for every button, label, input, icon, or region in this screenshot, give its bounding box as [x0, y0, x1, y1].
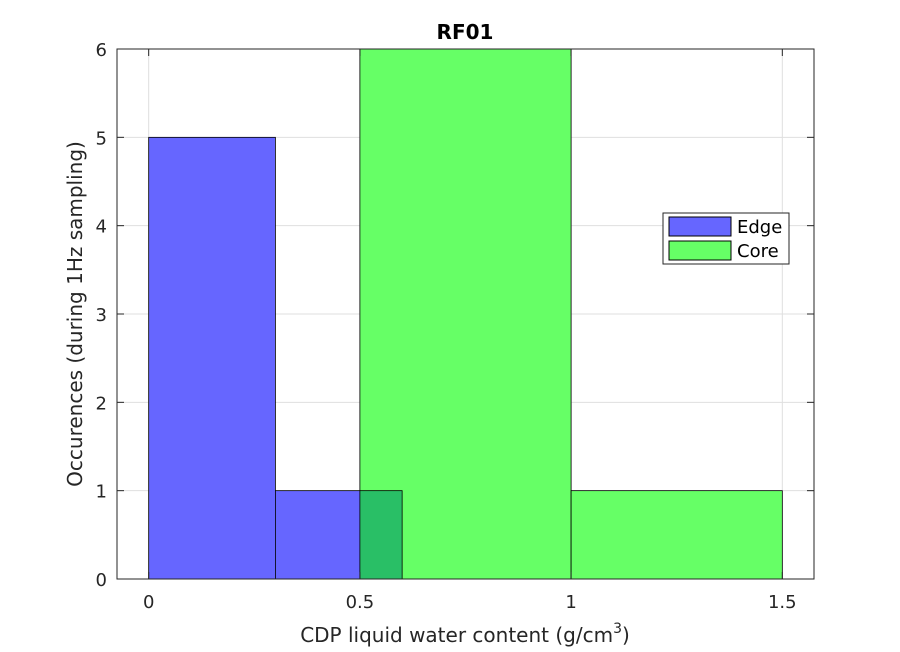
x-axis-label-main: CDP liquid water content (g/cm	[300, 623, 613, 647]
ticks: 0 0.5 1 1.5 0 1 2 3 4 5 6	[96, 40, 814, 613]
x-tick-label: 0	[143, 592, 154, 613]
legend-swatch-edge	[668, 216, 732, 237]
bar-edge-0	[148, 136, 276, 580]
legend-label-edge: Edge	[737, 217, 782, 238]
y-tick-label: 4	[96, 217, 107, 238]
bars	[148, 48, 783, 580]
y-tick-label: 6	[96, 40, 107, 61]
x-axis-label-end: )	[622, 623, 630, 647]
bar-core-1	[570, 490, 783, 580]
x-axis-label-sup: 3	[613, 621, 622, 637]
y-tick-label: 5	[96, 128, 107, 149]
chart-title: RF01	[437, 20, 494, 44]
y-tick-label: 1	[96, 482, 107, 503]
legend-label-core: Core	[737, 241, 779, 262]
x-tick-label: 1.5	[768, 592, 797, 613]
x-axis-label: CDP liquid water content (g/cm3)	[300, 621, 630, 647]
x-tick-label: 0.5	[346, 592, 375, 613]
legend-swatch-core	[668, 240, 732, 261]
y-tick-label: 2	[96, 393, 107, 414]
legend: Edge Core	[662, 212, 790, 265]
x-tick-label: 1	[565, 592, 576, 613]
y-tick-label: 3	[96, 305, 107, 326]
bar-overlap-1-0	[359, 490, 403, 580]
y-axis-label: Occurences (during 1Hz sampling)	[63, 141, 87, 487]
y-tick-label: 0	[96, 570, 107, 591]
